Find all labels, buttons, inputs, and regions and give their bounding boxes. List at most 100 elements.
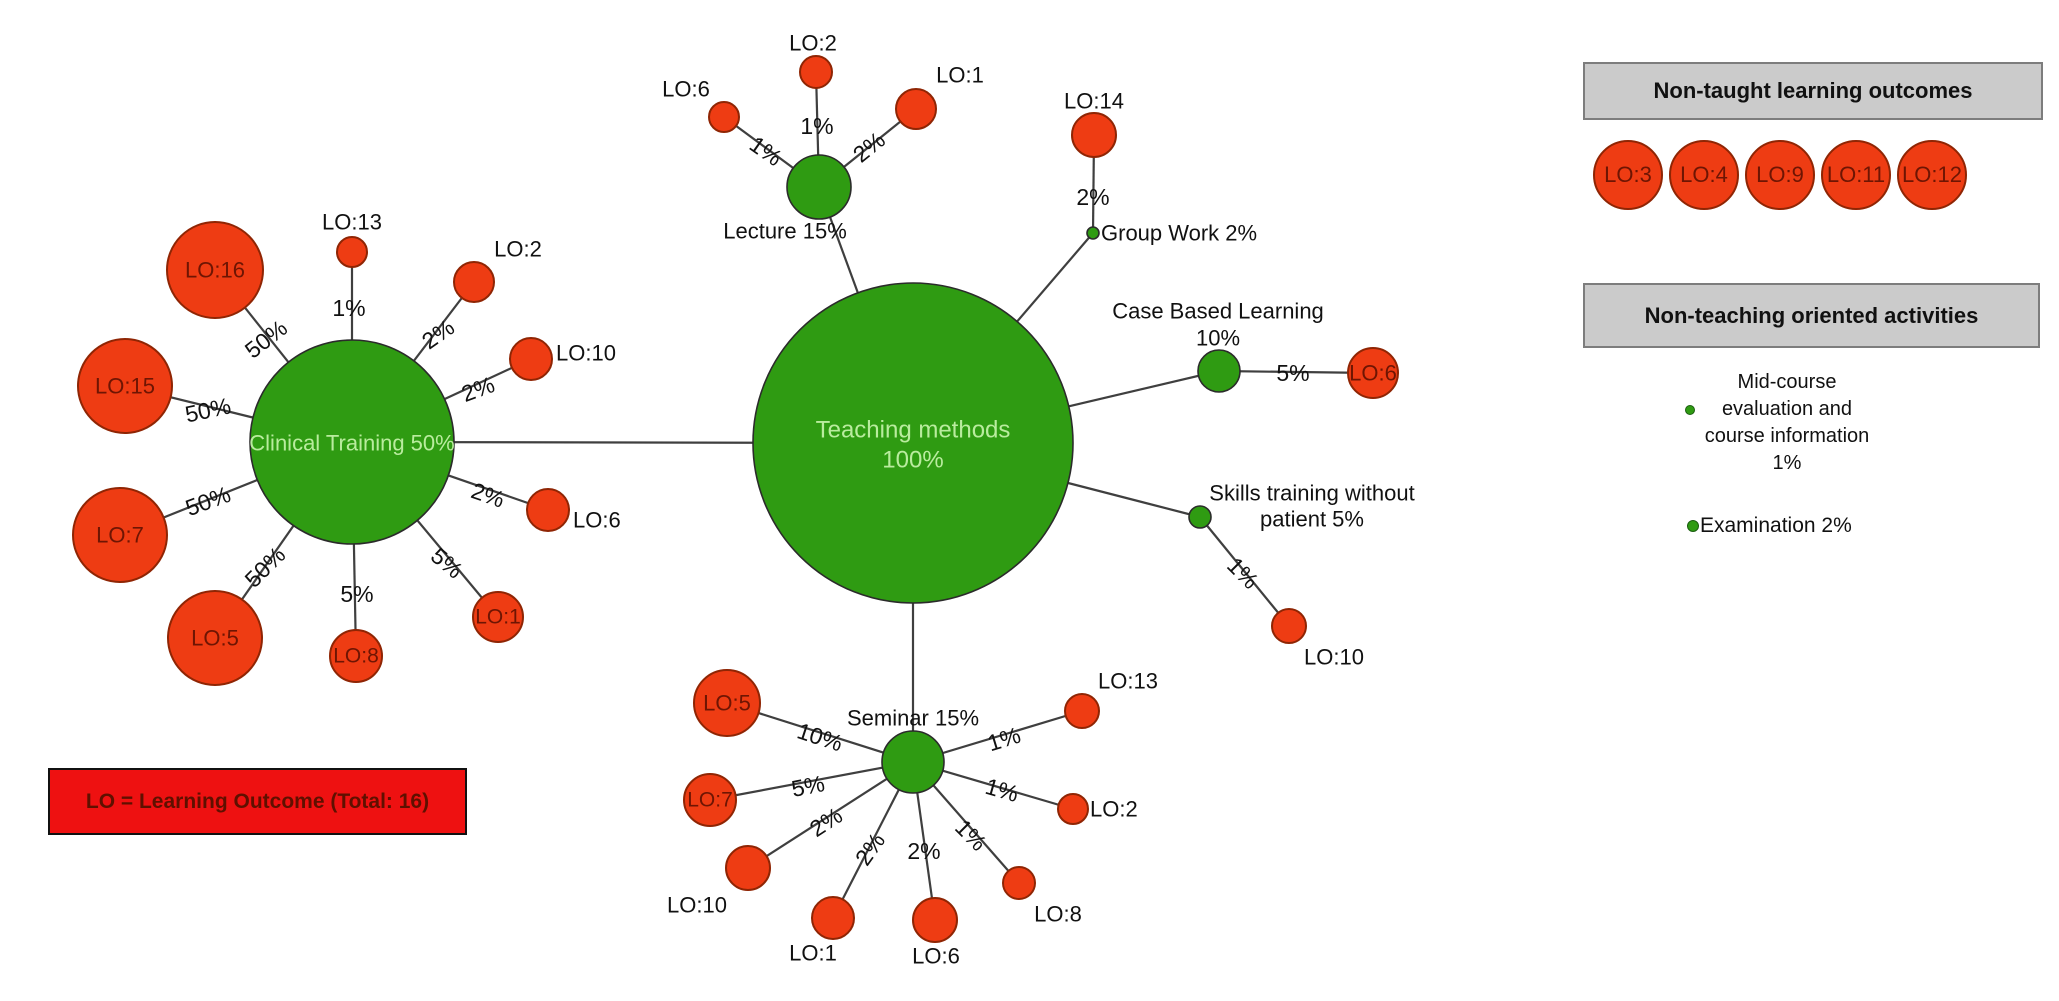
edge-label-clinical-c-lo7: 50%: [182, 481, 234, 521]
edge-skills-s-lo10: [1199, 516, 1290, 627]
node-label-c-lo8: LO:8: [333, 645, 379, 668]
node-sem-lo7-circle: [683, 773, 737, 827]
non-taught-outcome-circle-lo12: LO:12: [1897, 140, 1967, 210]
non-taught-outcome-circle-lo3: LO:3: [1593, 140, 1663, 210]
node-sem-lo6-circle: [912, 897, 958, 943]
non-taught-outcome-circle-lo9: LO:9: [1745, 140, 1815, 210]
node-label-clinical: Clinical Training 50%: [249, 431, 454, 456]
edge-label-clinical-c-lo1: 5%: [426, 542, 468, 583]
non-taught-outcome-label: LO:12: [1902, 162, 1962, 187]
node-s-lo10-circle: [1271, 608, 1307, 644]
node-cbl-circle: [1197, 349, 1241, 393]
node-c-lo10-circle: [509, 337, 553, 381]
node-sem-lo5-circle: [693, 669, 761, 737]
edge-label-seminar-sem-lo5: 10%: [794, 718, 846, 757]
node-label-l-lo2: LO:2: [789, 31, 837, 56]
edge-label-clinical-c-lo5: 50%: [240, 542, 291, 593]
midcourse-evaluation-label: Mid-course evaluation and course informa…: [1704, 371, 1870, 474]
non-taught-outcome-label: LO:9: [1756, 162, 1804, 187]
node-label-cbl-1: 10%: [1196, 326, 1240, 351]
node-label-l-lo6: LO:6: [662, 77, 710, 102]
node-label-c-lo1: LO:1: [475, 606, 521, 629]
edge-label-seminar-sem-lo2: 1%: [982, 773, 1021, 807]
node-sem-lo8-circle: [1002, 866, 1036, 900]
node-c-lo6-circle: [526, 488, 570, 532]
node-c-lo16-circle: [166, 221, 264, 319]
node-label-sem-lo10: LO:10: [667, 893, 727, 918]
node-lecture-circle: [786, 154, 852, 220]
node-c-lo1-circle: [472, 591, 524, 643]
node-label-c-lo2: LO:2: [494, 237, 542, 262]
node-label-sem-lo5: LO:5: [703, 691, 751, 716]
node-label-c-lo13: LO:13: [322, 210, 382, 235]
node-label-sem-lo6: LO:6: [912, 944, 960, 969]
examination-dot: [1687, 520, 1699, 532]
node-l-lo2-circle: [799, 55, 833, 89]
node-label-sem-lo13: LO:13: [1098, 669, 1158, 694]
node-label-sem-lo8: LO:8: [1034, 902, 1082, 927]
node-label-skills-0: Skills training without: [1209, 481, 1414, 506]
node-label-gw-lo14: LO:14: [1064, 89, 1124, 114]
node-c-lo15-circle: [77, 338, 173, 434]
node-label-skills-1: patient 5%: [1260, 507, 1364, 532]
edge-label-lecture-l-lo2: 1%: [800, 113, 833, 139]
node-label-lecture: Lecture 15%: [723, 219, 847, 244]
node-sem-lo1-circle: [811, 896, 855, 940]
lo-abbreviation-note-box: LO = Learning Outcome (Total: 16): [48, 768, 467, 835]
node-label-teaching-0: Teaching methods: [816, 417, 1011, 444]
edge-label-groupwork-gw-lo14: 2%: [1076, 184, 1109, 210]
node-skills-circle: [1188, 505, 1212, 529]
edge-label-seminar-sem-lo7: 5%: [789, 770, 827, 802]
node-label-sem-lo2: LO:2: [1090, 797, 1138, 822]
edge-seminar-sem-lo10: [747, 761, 914, 869]
edge-label-seminar-sem-lo1: 2%: [850, 828, 890, 870]
node-label-c-lo16: LO:16: [185, 258, 245, 283]
node-c-lo8-circle: [329, 629, 383, 683]
node-label-sem-lo7: LO:7: [687, 789, 733, 812]
node-groupwork-circle: [1086, 226, 1100, 240]
node-c-lo7-circle: [72, 487, 168, 583]
node-clinical-circle: [249, 339, 455, 545]
non-taught-outcome-circle-lo11: LO:11: [1821, 140, 1891, 210]
edge-label-seminar-sem-lo13: 1%: [984, 722, 1023, 757]
legend-non-teaching-activities-header: Non-teaching oriented activities: [1583, 283, 2040, 348]
node-c-lo13-circle: [336, 236, 368, 268]
node-label-s-lo10: LO:10: [1304, 645, 1364, 670]
node-label-cbl-0: Case Based Learning: [1112, 299, 1324, 324]
node-sem-lo13-circle: [1064, 693, 1100, 729]
node-gw-lo14-circle: [1071, 112, 1117, 158]
node-label-cbl-lo6: LO:6: [1349, 361, 1397, 386]
edge-label-clinical-c-lo8: 5%: [340, 581, 373, 607]
legend-non-taught-outcomes-title: Non-taught learning outcomes: [1653, 78, 1973, 103]
edge-seminar-sem-lo7: [709, 760, 914, 802]
node-label-l-lo1: LO:1: [936, 63, 984, 88]
node-teaching-circle: [752, 282, 1074, 604]
edge-label-clinical-c-lo6: 2%: [468, 477, 508, 512]
lo-abbreviation-note-text: LO = Learning Outcome (Total: 16): [85, 790, 430, 813]
node-label-c-lo10: LO:10: [556, 341, 616, 366]
node-label-groupwork: Group Work 2%: [1101, 221, 1257, 246]
non-taught-outcome-label: LO:3: [1604, 162, 1652, 187]
legend-non-teaching-activities-title: Non-teaching oriented activities: [1644, 303, 1979, 328]
edge-label-lecture-l-lo1: 2%: [848, 126, 890, 167]
node-label-sem-lo1: LO:1: [789, 941, 837, 966]
node-cbl-lo6-circle: [1347, 347, 1399, 399]
node-sem-lo2-circle: [1057, 793, 1089, 825]
non-taught-outcome-label: LO:4: [1680, 162, 1728, 187]
node-label-c-lo15: LO:15: [95, 374, 155, 399]
node-l-lo6-circle: [708, 101, 740, 133]
non-taught-outcome-label: LO:11: [1826, 162, 1886, 187]
midcourse-evaluation-dot: [1685, 405, 1695, 415]
edge-label-seminar-sem-lo6: 2%: [907, 838, 940, 864]
node-label-c-lo5: LO:5: [191, 626, 239, 651]
node-label-c-lo7: LO:7: [96, 523, 144, 548]
node-c-lo5-circle: [167, 590, 263, 686]
node-label-seminar: Seminar 15%: [847, 706, 979, 731]
edge-label-seminar-sem-lo8: 1%: [950, 814, 992, 856]
examination-label: Examination 2%: [1700, 514, 1852, 537]
node-seminar-circle: [881, 730, 945, 794]
node-label-c-lo6: LO:6: [573, 508, 621, 533]
non-taught-outcome-circle-lo4: LO:4: [1669, 140, 1739, 210]
